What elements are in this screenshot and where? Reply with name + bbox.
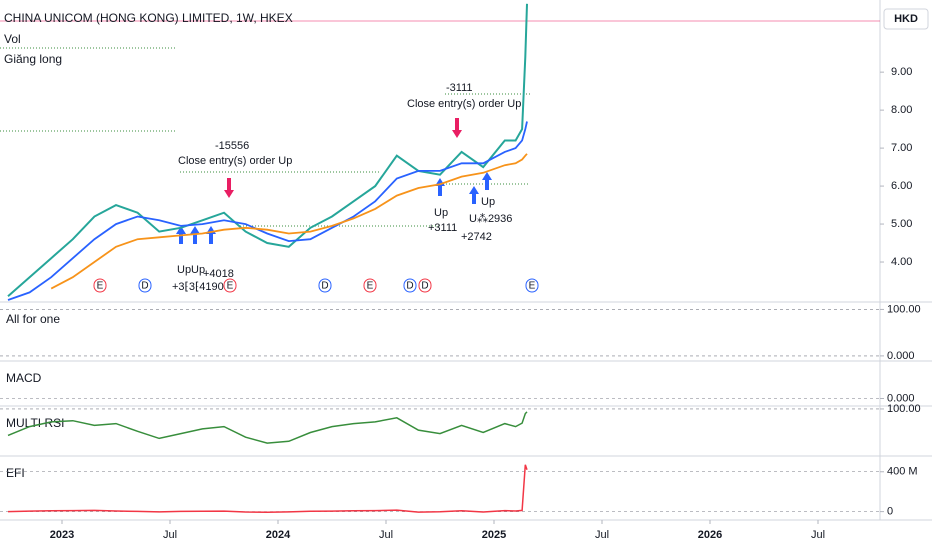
currency: HKD: [894, 13, 918, 25]
badge: E: [529, 281, 536, 292]
annotation: -3111: [446, 82, 473, 94]
annotation: Up: [481, 196, 495, 208]
series-line: [7, 121, 528, 301]
x-tick-label: Jul: [163, 529, 177, 541]
y-tick-label: 5.00: [891, 218, 912, 230]
x-tick-label: 2023: [50, 529, 74, 541]
badge-box: [318, 278, 332, 293]
badge-box: [525, 278, 539, 293]
y-tick-label: 6.00: [891, 180, 912, 192]
badge: E: [227, 281, 234, 292]
badge-box: [418, 278, 432, 293]
annotation: Close entry(s) order Up: [178, 155, 292, 167]
annotation: +3⁅3⁅4190: [172, 281, 224, 293]
badge-box: [363, 278, 377, 293]
badge-box: [223, 278, 237, 293]
currency-box: [883, 8, 929, 30]
arrow: [206, 226, 216, 244]
arrow: [452, 118, 462, 138]
pane-title: MACD: [6, 371, 42, 385]
arrow: [469, 186, 479, 204]
y-tick-label: 4.00: [891, 256, 912, 268]
annotation: Up: [434, 207, 448, 219]
annotation: U⁂2936: [469, 213, 512, 225]
series-line: [7, 411, 528, 444]
y-tick-label: 100.00: [887, 403, 921, 415]
y-tick-label: 9.00: [891, 66, 912, 78]
y-tick-label: 400 M: [887, 466, 918, 478]
y-tick-label: 8.00: [891, 104, 912, 116]
pane-title: All for one: [6, 312, 60, 326]
series-line: [50, 153, 528, 290]
y-tick-label: 7.00: [891, 142, 912, 154]
x-tick-label: Jul: [811, 529, 825, 541]
annotation: +2742: [461, 231, 492, 243]
indicator-label: Vol: [4, 32, 21, 46]
x-tick-label: 2025: [482, 529, 506, 541]
y-tick-label: 0.000: [887, 392, 915, 404]
badge: D: [421, 281, 428, 292]
badge: D: [406, 281, 413, 292]
sell-arrows: [224, 118, 462, 198]
badge-box: [403, 278, 417, 293]
y-tick-label: 100.00: [887, 303, 921, 315]
x-tick-label: Jul: [379, 529, 393, 541]
indicator-label: Giăng long: [4, 52, 62, 66]
annotation: -15556: [215, 140, 249, 152]
chart-title: CHINA UNICOM (HONG KONG) LIMITED, 1W, HK…: [4, 11, 293, 25]
x-tick-label: 2024: [266, 529, 291, 541]
arrow: [482, 172, 492, 190]
badge: E: [97, 281, 104, 292]
pane-title: EFI: [6, 466, 25, 480]
arrow: [224, 178, 234, 198]
y-tick-label: 0: [887, 506, 893, 518]
y-tick-label: 0.000: [887, 350, 915, 362]
annotation: Close entry(s) order Up: [407, 98, 521, 110]
badge: D: [141, 281, 148, 292]
x-tick-label: Jul: [595, 529, 609, 541]
badge-box: [138, 278, 152, 293]
badge: D: [321, 281, 328, 292]
pane-title: MULTI RSI: [6, 416, 64, 430]
annotation: UpUp: [177, 264, 205, 276]
badge-box: [93, 278, 107, 293]
series-line: [7, 464, 528, 513]
annotation: +4018: [203, 268, 234, 280]
badge: E: [367, 281, 374, 292]
x-tick-label: 2026: [698, 529, 722, 541]
annotation: +3111: [428, 222, 457, 234]
series-line: [7, 3, 528, 297]
